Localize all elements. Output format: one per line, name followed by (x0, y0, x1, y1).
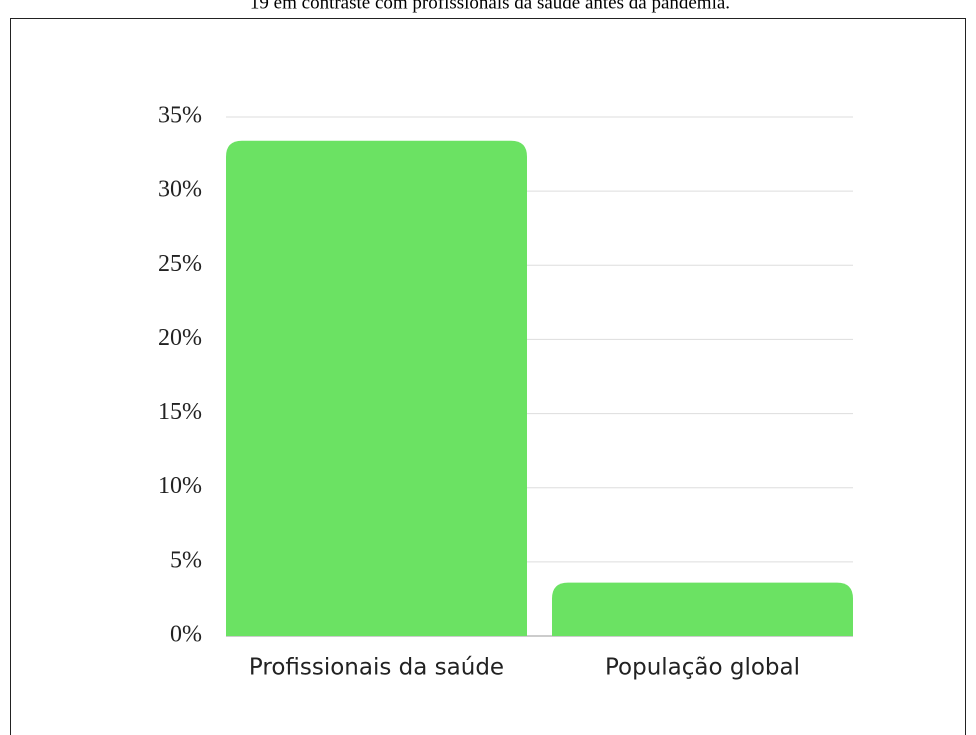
bar (226, 140, 527, 636)
y-tick-label: 35% (158, 103, 202, 129)
y-tick-label: 10% (158, 473, 202, 499)
y-tick-label: 15% (158, 399, 202, 425)
y-tick-label: 25% (158, 251, 202, 277)
x-tick-label: População global (605, 655, 800, 681)
y-tick-label: 0% (170, 622, 202, 648)
chart-title: 19 em contraste com profissionais da saú… (250, 0, 730, 13)
x-tick-label: Profissionais da saúde (249, 655, 504, 681)
y-tick-label: 30% (158, 177, 202, 203)
y-tick-label: 20% (158, 325, 202, 351)
bar (552, 582, 853, 636)
y-tick-label: 5% (170, 547, 202, 573)
